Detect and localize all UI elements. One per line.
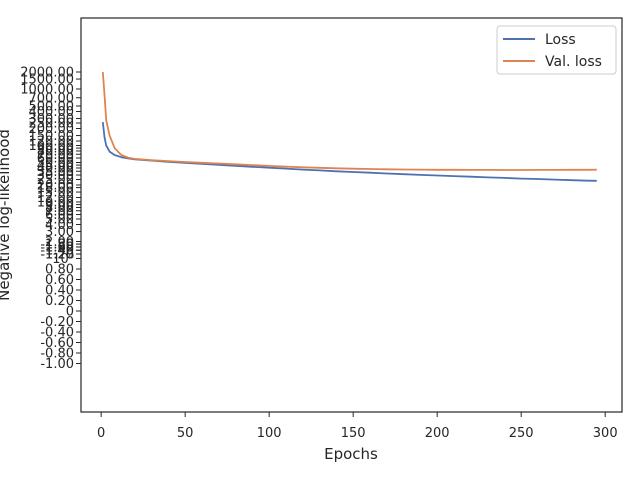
y-tick-label-overlapping: 70.00 bbox=[37, 148, 74, 163]
x-tick-label: 100 bbox=[257, 426, 282, 441]
y-tick-label-overlapping: 15.00 bbox=[37, 186, 74, 201]
y-tick-label: -1.40 bbox=[40, 244, 74, 259]
y-tick-label: -1.60 bbox=[40, 240, 74, 255]
y-tick-label: 0 bbox=[66, 305, 74, 320]
y-tick-label-overlapping: 250.00 bbox=[29, 117, 75, 132]
x-tick-label: 250 bbox=[509, 426, 534, 441]
y-tick-label: -1.20 bbox=[40, 248, 74, 263]
y-tick-label: 1.40 bbox=[45, 244, 74, 259]
y-tick-label-overlapping: 5.00 bbox=[45, 213, 74, 228]
y-tick-label-overlapping: 9.00 bbox=[45, 198, 74, 213]
y-tick-label-overlapping: 3.00 bbox=[45, 225, 74, 240]
y-tick-label-overlapping: 40.00 bbox=[37, 161, 74, 176]
y-tick-label: -0.80 bbox=[40, 347, 74, 362]
y-tick-label: -1.00 bbox=[40, 357, 74, 372]
y-tick-label-overlapping: 80.00 bbox=[37, 144, 74, 159]
legend-label-loss: Loss bbox=[545, 32, 576, 48]
legend: Loss Val. loss bbox=[496, 25, 617, 75]
y-axis: -1.80-1.60-1.40-1.20 -1.00-0.80-0.60-0.40… bbox=[20, 65, 81, 372]
x-axis-label: Epochs bbox=[324, 445, 378, 463]
x-tick-label: 200 bbox=[425, 426, 450, 441]
y-tick-label-overlapping: 500.00 bbox=[29, 100, 75, 115]
x-axis: 0 50 100 150 200 250 300 bbox=[97, 412, 618, 441]
x-tick-label: 0 bbox=[97, 426, 105, 441]
y-tick-label-overlapping: 100.00 bbox=[29, 139, 75, 154]
y-tick-label-overlapping: 45.00 bbox=[37, 159, 74, 174]
y-tick-label: -0.60 bbox=[40, 336, 74, 351]
y-tick-label-overlapping: 35.00 bbox=[37, 165, 74, 180]
y-tick-label: 0.40 bbox=[45, 284, 74, 299]
y-tick-label: 0.80 bbox=[45, 263, 74, 278]
y-tick-label: 10⁰ bbox=[52, 252, 74, 267]
y-tick-label-overlapping: 120.00 bbox=[29, 135, 75, 150]
y-axis-label: Negative log-likelihood bbox=[0, 129, 13, 301]
y-tick-label-overlapping: 2000.00 bbox=[20, 65, 74, 80]
y-tick-label-overlapping: 30.00 bbox=[37, 169, 74, 184]
y-tick-label-overlapping: 90.00 bbox=[37, 142, 74, 157]
series-layer bbox=[101, 71, 597, 182]
series-line-loss bbox=[101, 121, 597, 182]
y-tick-label-overlapping: 50.00 bbox=[37, 156, 74, 171]
y-tick-label-overlapping: 6.00 bbox=[45, 208, 74, 223]
series-line-val-loss bbox=[101, 71, 597, 171]
y-tick-label: 1.60 bbox=[45, 240, 74, 255]
y-tick-label-overlapping: 8.00 bbox=[45, 201, 74, 216]
y-tick-label-overlapping: 150.00 bbox=[29, 129, 75, 144]
x-tick-label: 50 bbox=[177, 426, 194, 441]
y-tick-label: -0.40 bbox=[40, 326, 74, 341]
y-tick-label-overlapping: 2.00 bbox=[45, 235, 74, 250]
y-tick-label: 1.20 bbox=[45, 248, 74, 263]
y-tick-label-overlapping: 1000.00 bbox=[20, 83, 74, 98]
y-tick-label-overlapping: 20.00 bbox=[37, 178, 74, 193]
y-tick-label-overlapping: 400.00 bbox=[29, 105, 75, 120]
y-tick-label-overlapping: 700.00 bbox=[29, 91, 75, 106]
legend-label-val-loss: Val. loss bbox=[545, 54, 602, 70]
y-tick-label: -1.80 bbox=[40, 238, 74, 253]
y-tick-label: 1.80 bbox=[45, 238, 74, 253]
y-tick-label-overlapping: 300.00 bbox=[29, 112, 75, 127]
y-tick-label-overlapping: 18.00 bbox=[37, 181, 74, 196]
x-tick-label: 150 bbox=[341, 426, 366, 441]
y-tick-label: 0.60 bbox=[45, 273, 74, 288]
y-tick-label: -0.20 bbox=[40, 315, 74, 330]
x-tick-label: 300 bbox=[593, 426, 618, 441]
y-tick-label-overlapping: 4.00 bbox=[45, 218, 74, 233]
y-tick-label-overlapping: 7.00 bbox=[45, 204, 74, 219]
y-tick-label: 0.20 bbox=[45, 294, 74, 309]
y-tick-label-overlapping: 200.00 bbox=[29, 122, 75, 137]
y-tick-label-overlapping: 25.00 bbox=[37, 173, 74, 188]
y-tick-label-overlapping: 60.00 bbox=[37, 152, 74, 167]
plot-area bbox=[80, 17, 623, 413]
y-tick-label-overlapping: 10.00 bbox=[37, 196, 74, 211]
y-tick-label-overlapping: 12.00 bbox=[37, 191, 74, 206]
y-tick-label-overlapping: 1500.00 bbox=[20, 73, 74, 88]
